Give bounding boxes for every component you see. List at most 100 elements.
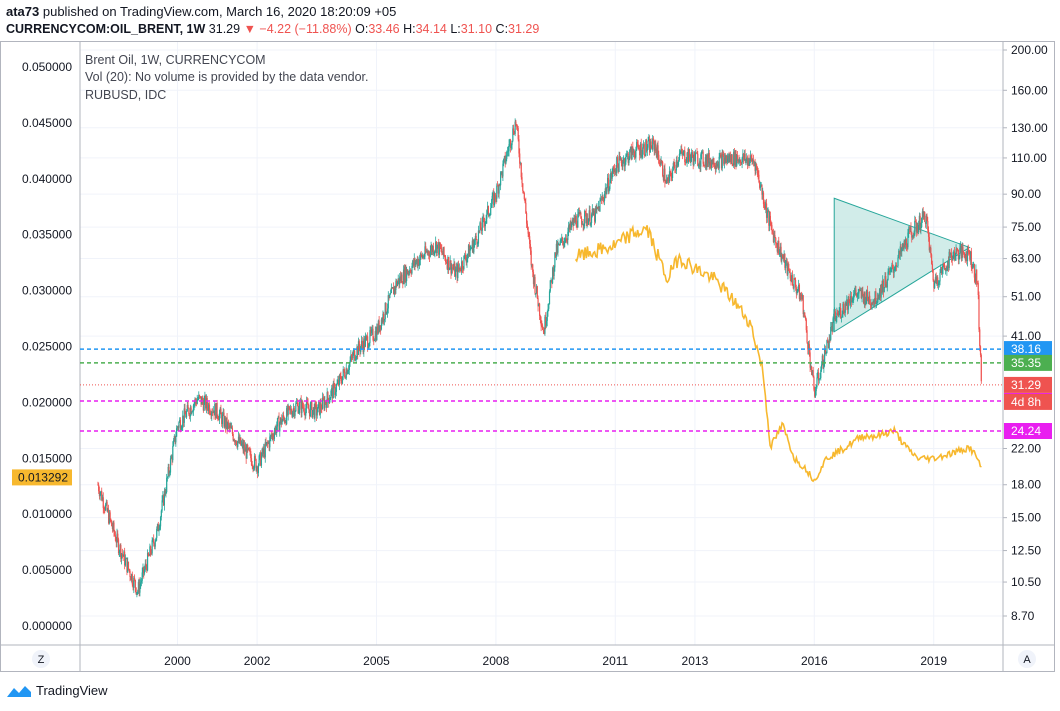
brent-candle (310, 402, 312, 406)
brent-candle (935, 277, 937, 284)
brent-candle (644, 154, 646, 156)
brent-candle (376, 326, 379, 334)
legend-main-series[interactable]: Brent Oil, 1W, CURRENCYCOM (85, 53, 266, 67)
brent-candle (545, 320, 548, 326)
brent-candle (730, 155, 732, 161)
brent-candle (715, 165, 717, 170)
brent-candle (697, 153, 699, 166)
left-scale-button[interactable]: Z (32, 650, 50, 668)
brent-candle (186, 405, 188, 412)
brent-candle (304, 413, 306, 416)
brent-candle (192, 411, 194, 413)
brent-candle (543, 331, 545, 334)
brent-candle (214, 404, 216, 416)
brent-candle (680, 149, 682, 153)
left-tick-label: 0.025000 (22, 340, 72, 354)
brent-candle (550, 279, 552, 281)
auto-scale-button[interactable]: A (1018, 650, 1036, 668)
brent-candle (171, 456, 173, 461)
brent-candle (862, 291, 864, 296)
author-name[interactable]: ata73 (6, 4, 40, 19)
brent-candle (712, 158, 714, 165)
legend-rubusd[interactable]: RUBUSD, IDC (85, 88, 167, 102)
brent-candle (156, 524, 159, 529)
brent-candle (965, 252, 967, 260)
brent-candle (854, 289, 856, 293)
left-axis: 0.050000 0.045000 0.040000 0.035000 0.030000… (22, 60, 72, 633)
brent-candle (700, 151, 703, 155)
brent-candle (383, 319, 386, 321)
brent-candle (555, 252, 557, 257)
brent-candle (383, 313, 385, 321)
brent-candle (299, 402, 301, 410)
legend-volume[interactable]: Vol (20): No volume is provided by the d… (85, 70, 369, 84)
brent-candle (562, 241, 564, 246)
brent-candle (243, 444, 245, 451)
brent-candle (318, 402, 321, 415)
brent-candle (855, 289, 857, 294)
brent-candle (874, 291, 876, 305)
brent-candle (218, 418, 220, 421)
brent-candle (620, 158, 622, 164)
brent-candle (780, 246, 782, 261)
brent-candle (250, 458, 253, 466)
brent-candle (402, 269, 405, 284)
brent-candle (133, 577, 135, 588)
left-tick-label: 0.015000 (22, 451, 72, 465)
brent-candle (878, 297, 880, 299)
brent-candle (198, 395, 200, 400)
brent-candle (373, 339, 376, 341)
brent-candle (892, 268, 895, 273)
brent-candle (202, 402, 204, 411)
brent-candle (497, 186, 499, 194)
brent-candle (742, 153, 744, 159)
brent-candle (433, 252, 435, 254)
brent-candle (211, 412, 213, 416)
brent-candle (303, 408, 305, 414)
brent-candle (123, 551, 125, 557)
right-tick-label: 15.00 (1011, 511, 1041, 525)
brent-candle (443, 247, 445, 256)
brent-candle (955, 249, 957, 256)
brent-candle (526, 213, 528, 224)
brent-candle (542, 329, 545, 332)
brent-candle (148, 555, 150, 557)
brent-candle (244, 447, 246, 452)
brent-candle (577, 214, 579, 228)
brent-candle (664, 168, 666, 183)
brent-candle (949, 251, 951, 255)
brent-candle (582, 223, 584, 226)
brent-candle (639, 149, 641, 156)
brent-candle (177, 426, 179, 428)
brent-candle (461, 261, 464, 269)
brent-candle (615, 169, 617, 173)
brent-candle (204, 396, 206, 400)
brent-candle (224, 417, 227, 428)
brent-candle (261, 448, 263, 456)
brent-candle (490, 207, 492, 215)
brent-candle (713, 158, 715, 167)
brent-candle (503, 155, 506, 160)
brent-candle (289, 406, 291, 410)
brent-candle (851, 300, 853, 303)
brent-candle (629, 147, 632, 150)
brent-candle (747, 159, 749, 166)
brent-candle (332, 383, 334, 399)
brent-candle (223, 412, 225, 427)
brent-candle (189, 407, 191, 417)
brent-candle (572, 219, 574, 226)
brent-candle (561, 237, 563, 241)
brent-candle (150, 546, 152, 554)
brent-candle (932, 269, 934, 281)
brent-candle (801, 296, 803, 300)
brand-name[interactable]: TradingView (36, 683, 108, 698)
brent-candle (853, 293, 855, 300)
brent-candle (520, 162, 522, 178)
brent-candle (321, 408, 323, 410)
left-tick-label: 0.035000 (22, 228, 72, 242)
brent-candle (276, 426, 278, 433)
brent-candle (746, 157, 748, 160)
brent-candle (302, 407, 305, 409)
brent-candle (785, 261, 787, 268)
